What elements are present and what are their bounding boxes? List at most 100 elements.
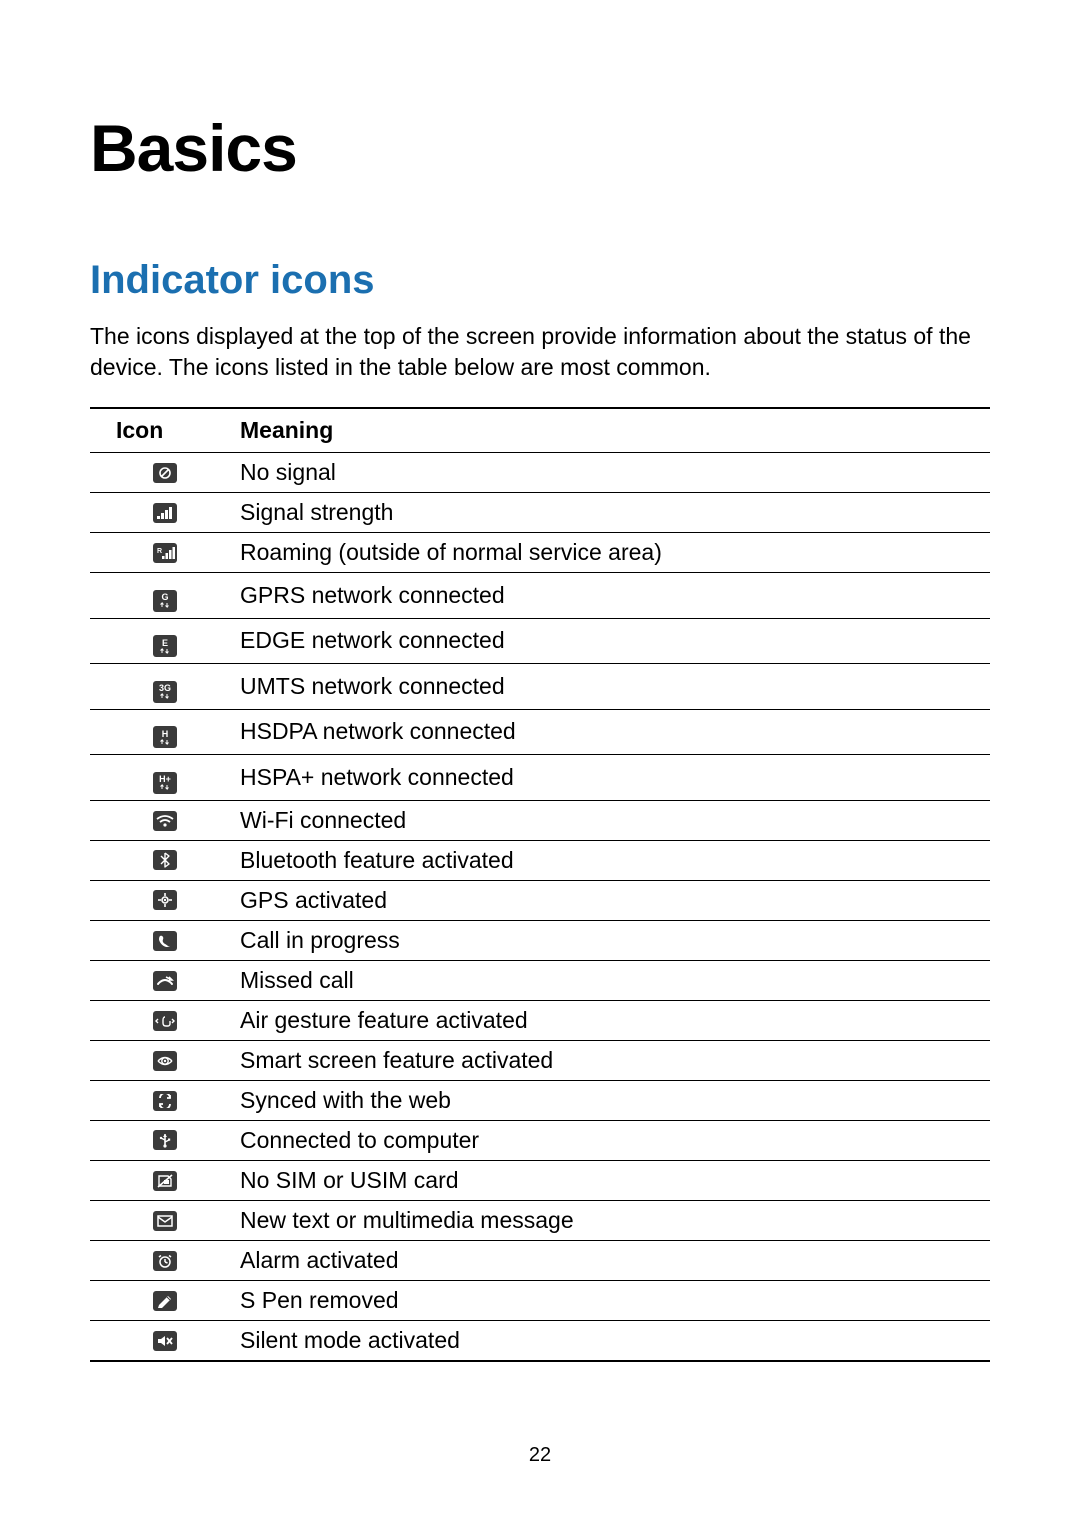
gps-icon — [153, 890, 177, 910]
table-row: Bluetooth feature activated — [90, 840, 990, 880]
icon-badge-text: H — [162, 730, 169, 739]
svg-text:R: R — [157, 548, 162, 555]
cell-meaning: UMTS network connected — [240, 664, 990, 710]
page-title: Basics — [90, 110, 990, 186]
table-header-icon: Icon — [90, 408, 240, 453]
cell-icon — [90, 1240, 240, 1280]
table-row: E EDGE network connected — [90, 618, 990, 664]
cell-icon — [90, 1160, 240, 1200]
table-row: Silent mode activated — [90, 1320, 990, 1361]
signal-icon — [153, 503, 177, 523]
cell-icon: E — [90, 618, 240, 664]
icon-badge-text: 3G — [159, 684, 171, 693]
table-row: Smart screen feature activated — [90, 1040, 990, 1080]
smart-screen-icon — [153, 1051, 177, 1071]
icon-badge-text: G — [161, 593, 168, 602]
table-row: No SIM or USIM card — [90, 1160, 990, 1200]
alarm-icon — [153, 1251, 177, 1271]
hspa-plus-icon: H+ — [153, 772, 177, 794]
cell-meaning: S Pen removed — [240, 1280, 990, 1320]
table-row: Connected to computer — [90, 1120, 990, 1160]
intro-text: The icons displayed at the top of the sc… — [90, 321, 990, 383]
data-arrows-icon — [160, 602, 170, 608]
cell-icon — [90, 1080, 240, 1120]
silent-icon — [153, 1331, 177, 1351]
cell-icon: H — [90, 709, 240, 755]
table-row: H HSDPA network connected — [90, 709, 990, 755]
message-icon — [153, 1211, 177, 1231]
cell-icon — [90, 1120, 240, 1160]
cell-meaning: Smart screen feature activated — [240, 1040, 990, 1080]
hsdpa-icon: H — [153, 726, 177, 748]
cell-icon — [90, 1040, 240, 1080]
cell-icon — [90, 1200, 240, 1240]
umts-icon: 3G — [153, 681, 177, 703]
table-row: S Pen removed — [90, 1280, 990, 1320]
cell-meaning: GPS activated — [240, 880, 990, 920]
page-number: 22 — [0, 1444, 1080, 1467]
call-icon — [153, 931, 177, 951]
table-header-meaning: Meaning — [240, 408, 990, 453]
cell-meaning: No signal — [240, 453, 990, 493]
cell-meaning: Signal strength — [240, 493, 990, 533]
cell-meaning: Call in progress — [240, 920, 990, 960]
cell-icon: G — [90, 573, 240, 619]
cell-icon: H+ — [90, 755, 240, 801]
cell-icon — [90, 880, 240, 920]
wifi-icon — [153, 811, 177, 831]
table-row: Synced with the web — [90, 1080, 990, 1120]
table-row: G GPRS network connected — [90, 573, 990, 619]
table-row: R Roaming (outside of normal service area… — [90, 533, 990, 573]
cell-icon — [90, 800, 240, 840]
table-row: Signal strength — [90, 493, 990, 533]
cell-icon — [90, 1280, 240, 1320]
table-row: Missed call — [90, 960, 990, 1000]
cell-icon — [90, 1000, 240, 1040]
icon-badge-text: H+ — [159, 775, 171, 784]
gprs-icon: G — [153, 590, 177, 612]
cell-icon: R — [90, 533, 240, 573]
table-row: Alarm activated — [90, 1240, 990, 1280]
cell-icon: 3G — [90, 664, 240, 710]
data-arrows-icon — [160, 693, 170, 699]
cell-meaning: New text or multimedia message — [240, 1200, 990, 1240]
data-arrows-icon — [160, 739, 170, 745]
table-row: GPS activated — [90, 880, 990, 920]
table-row: No signal — [90, 453, 990, 493]
cell-meaning: Silent mode activated — [240, 1320, 990, 1361]
usb-icon — [153, 1130, 177, 1150]
cell-icon — [90, 920, 240, 960]
cell-meaning: Missed call — [240, 960, 990, 1000]
cell-meaning: GPRS network connected — [240, 573, 990, 619]
cell-meaning: Air gesture feature activated — [240, 1000, 990, 1040]
cell-icon — [90, 960, 240, 1000]
section-subtitle: Indicator icons — [90, 258, 990, 303]
roaming-icon: R — [153, 543, 177, 563]
s-pen-icon — [153, 1291, 177, 1311]
table-row: H+ HSPA+ network connected — [90, 755, 990, 801]
cell-meaning: Synced with the web — [240, 1080, 990, 1120]
table-row: Call in progress — [90, 920, 990, 960]
table-row: 3G UMTS network connected — [90, 664, 990, 710]
cell-meaning: HSDPA network connected — [240, 709, 990, 755]
cell-meaning: Alarm activated — [240, 1240, 990, 1280]
cell-icon — [90, 1320, 240, 1361]
cell-meaning: HSPA+ network connected — [240, 755, 990, 801]
cell-meaning: Connected to computer — [240, 1120, 990, 1160]
cell-icon — [90, 493, 240, 533]
cell-meaning: Roaming (outside of normal service area) — [240, 533, 990, 573]
cell-icon — [90, 840, 240, 880]
cell-icon — [90, 453, 240, 493]
bluetooth-icon — [153, 850, 177, 870]
data-arrows-icon — [160, 784, 170, 790]
icon-badge-text: E — [162, 639, 168, 648]
table-row: New text or multimedia message — [90, 1200, 990, 1240]
cell-meaning: Wi-Fi connected — [240, 800, 990, 840]
edge-icon: E — [153, 635, 177, 657]
sync-icon — [153, 1091, 177, 1111]
cell-meaning: Bluetooth feature activated — [240, 840, 990, 880]
no-sim-icon — [153, 1171, 177, 1191]
data-arrows-icon — [160, 648, 170, 654]
cell-meaning: EDGE network connected — [240, 618, 990, 664]
missed-call-icon — [153, 971, 177, 991]
